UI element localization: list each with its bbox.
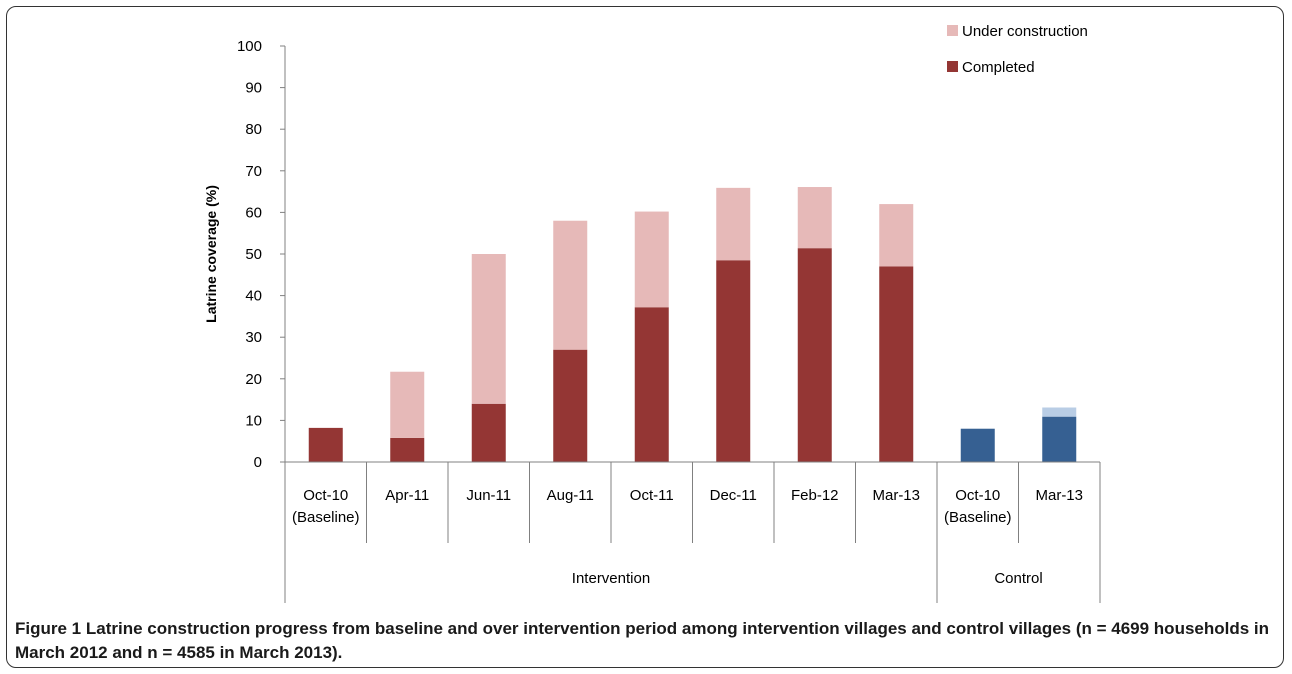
y-axis-label: Latrine coverage (%)	[203, 185, 219, 323]
bar-under-construction	[471, 254, 506, 404]
x-tick-label: Feb-12	[791, 487, 839, 504]
legend-label-completed: Completed	[962, 59, 1035, 76]
y-tick-label: 40	[245, 288, 262, 305]
x-tick-label: Jun-11	[466, 487, 511, 504]
x-tick-label: Oct-10	[955, 487, 1000, 504]
bar-completed	[308, 427, 343, 462]
figure-caption: Figure 1 Latrine construction progress f…	[15, 617, 1277, 665]
bar-completed	[716, 260, 751, 462]
group-label: Control	[994, 570, 1042, 587]
x-tick-label: Oct-10	[303, 487, 348, 504]
figure-frame	[6, 6, 1284, 668]
bar-under-construction	[634, 211, 669, 308]
x-axis-labels: Oct-10 (Baseline) Apr-11 Jun-11 Aug-11 Oct-11…	[292, 487, 1083, 587]
y-tick-label: 70	[245, 163, 262, 180]
y-tick-label: 60	[245, 204, 262, 221]
bar-completed	[471, 403, 506, 462]
bar-under-construction	[716, 187, 751, 261]
figure-caption-label: Figure 1	[15, 619, 82, 638]
figure-caption-text: Latrine construction progress from basel…	[15, 619, 1270, 662]
bar-under-construction	[1042, 407, 1077, 417]
bar-completed	[879, 266, 914, 462]
x-tick-label: Mar-13	[1035, 487, 1083, 504]
y-tick-label: 20	[245, 371, 262, 388]
bar-completed	[797, 248, 832, 462]
bar-completed	[390, 437, 425, 462]
bar-completed	[634, 307, 669, 462]
x-tick-label: Apr-11	[385, 487, 429, 504]
bar-under-construction	[797, 187, 832, 249]
bar-chart: 0 10 20 30 40 50 60 70 80 90 100 Oct-10 (Baseline) A…	[203, 23, 1101, 603]
x-tick-label: Aug-11	[547, 487, 594, 504]
legend-swatch-completed	[947, 61, 958, 72]
group-label: Intervention	[572, 570, 650, 587]
bar-under-construction	[390, 371, 425, 438]
legend-label-under: Under construction	[962, 23, 1088, 40]
y-tick-label: 0	[254, 454, 262, 471]
x-tick-label: Mar-13	[872, 487, 920, 504]
x-tick-sublabel: (Baseline)	[292, 509, 360, 526]
y-tick-label: 50	[245, 246, 262, 263]
y-tick-label: 90	[245, 80, 262, 97]
y-tick-label: 30	[245, 329, 262, 346]
y-tick-label: 100	[237, 38, 262, 55]
x-tick-sublabel: (Baseline)	[944, 509, 1012, 526]
bar-completed	[553, 349, 588, 462]
bar-under-construction	[553, 220, 588, 350]
y-axis-ticks: 0 10 20 30 40 50 60 70 80 90 100	[237, 38, 285, 471]
bar-completed	[960, 428, 995, 462]
axes	[284, 46, 1101, 603]
legend: Under construction Completed	[947, 23, 1088, 76]
legend-swatch-under	[947, 25, 958, 36]
y-tick-label: 10	[245, 412, 262, 429]
bar-completed	[1042, 416, 1077, 462]
bars	[308, 187, 1077, 462]
x-tick-label: Dec-11	[710, 487, 757, 504]
y-tick-label: 80	[245, 121, 262, 138]
x-tick-label: Oct-11	[630, 487, 674, 504]
bar-under-construction	[879, 204, 914, 267]
